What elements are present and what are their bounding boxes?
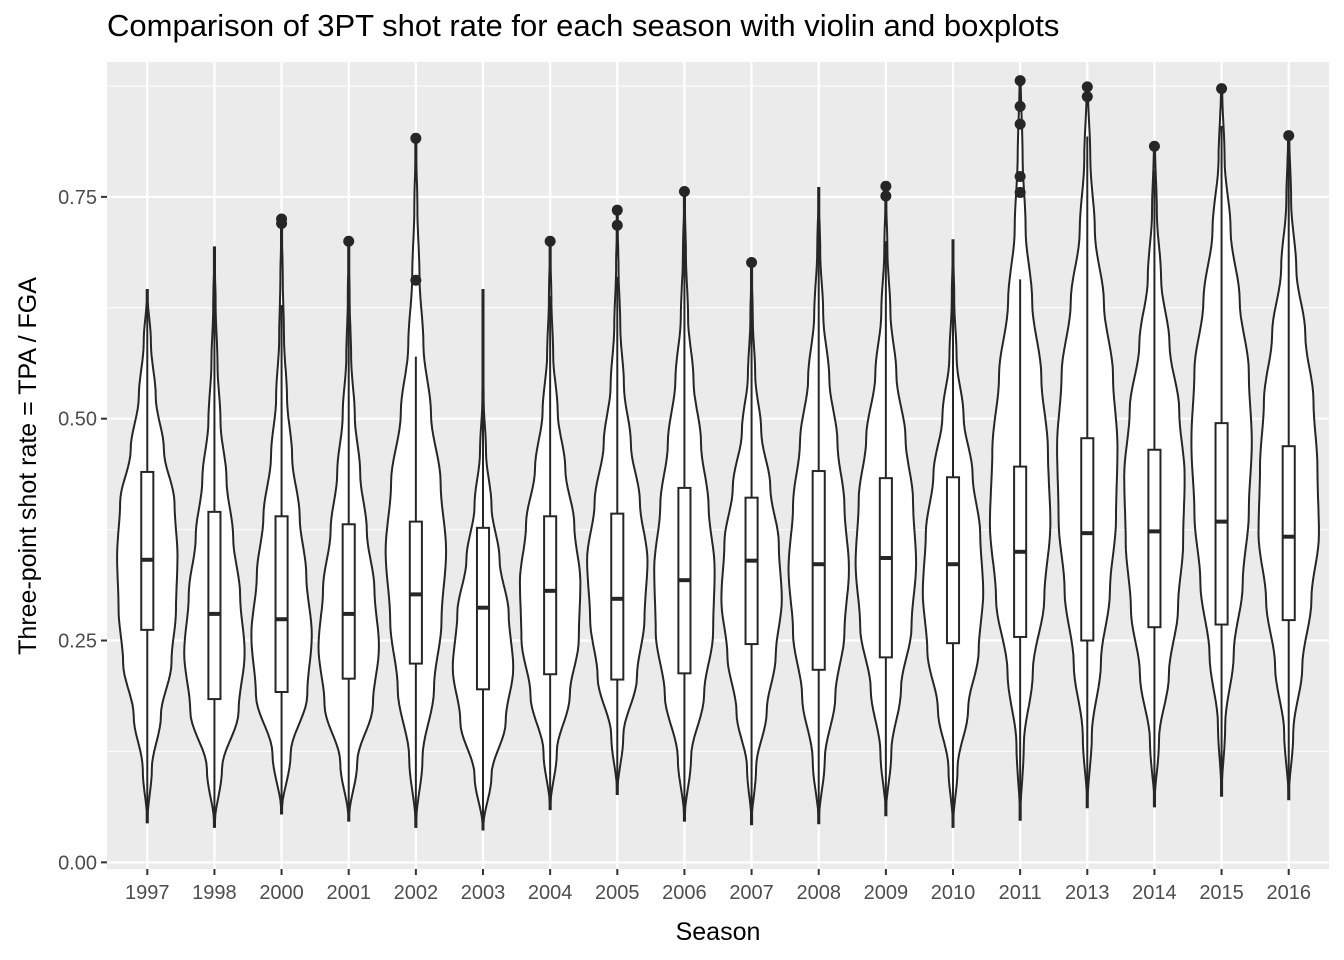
- x-tick-label: 2008: [796, 882, 841, 904]
- x-tick-label: 2015: [1199, 882, 1244, 904]
- boxplot-2010: [945, 240, 961, 827]
- box: [1080, 437, 1095, 642]
- outlier-point: [1014, 100, 1026, 112]
- x-tick-label: 2016: [1266, 882, 1311, 904]
- outlier-point: [1081, 81, 1093, 93]
- x-tick-label: 2005: [595, 882, 640, 904]
- outlier-point: [611, 204, 623, 216]
- box: [207, 510, 222, 701]
- chart-title: Comparison of 3PT shot rate for each sea…: [107, 8, 1060, 43]
- box: [945, 476, 961, 645]
- box: [543, 515, 558, 676]
- outlier-point: [276, 213, 288, 225]
- x-tick-label: 2006: [662, 882, 707, 904]
- outliers: [276, 75, 1295, 286]
- outlier-point: [343, 235, 355, 247]
- x-axis: 1997 1998 2000 2001 2002 2003 2004 2005 2006 2007…: [125, 869, 1311, 904]
- outlier-point: [880, 190, 892, 202]
- y-tick-label: 0.25: [58, 631, 97, 653]
- outlier-point: [1283, 130, 1295, 142]
- x-tick-label: 2000: [259, 882, 304, 904]
- box: [140, 470, 155, 631]
- box: [811, 470, 826, 671]
- box: [610, 512, 625, 681]
- x-tick-label: 2001: [326, 882, 371, 904]
- boxplot-1997: [140, 290, 155, 823]
- y-axis: 0.00 0.25 0.50 0.75: [58, 187, 107, 874]
- boxplots: [140, 125, 1296, 830]
- outlier-point: [1014, 75, 1026, 87]
- boxplot-2002: [408, 356, 423, 827]
- outlier-point: [880, 180, 892, 192]
- boxplot-2009: [878, 241, 893, 816]
- outlier-point: [1081, 91, 1093, 103]
- x-tick-label: 1998: [192, 882, 237, 904]
- outlier-point: [611, 219, 623, 231]
- outlier-point: [410, 132, 422, 144]
- box: [1214, 422, 1229, 626]
- boxplot-2008: [811, 187, 826, 824]
- boxplot-2011: [1013, 279, 1028, 820]
- outlier-point: [1216, 83, 1228, 95]
- boxplot-2016: [1281, 152, 1296, 800]
- outlier-point: [1148, 140, 1160, 152]
- boxplot-2004: [543, 296, 558, 810]
- boxplot-2007: [744, 285, 759, 825]
- boxplot-2006: [677, 191, 692, 821]
- boxplot-2013: [1080, 136, 1095, 808]
- x-tick-label: 2011: [999, 882, 1042, 904]
- boxplot-2000: [274, 305, 289, 814]
- box: [1147, 448, 1162, 629]
- boxplot-2005: [610, 276, 625, 795]
- x-tick-label: 2014: [1132, 882, 1177, 904]
- boxplot-2015: [1214, 125, 1229, 796]
- y-axis-title: Three-point shot rate = TPA / FGA: [14, 277, 42, 655]
- outlier-point: [410, 274, 422, 286]
- outlier-point: [1014, 118, 1026, 130]
- box: [274, 515, 289, 693]
- x-axis-title: Season: [676, 918, 761, 946]
- x-tick-label: 2004: [528, 882, 573, 904]
- x-tick-label: 2007: [729, 882, 774, 904]
- x-tick-label: 2003: [461, 882, 506, 904]
- box: [1281, 445, 1296, 622]
- y-tick-label: 0.00: [58, 852, 97, 874]
- box: [878, 477, 893, 659]
- y-tick-label: 0.50: [58, 409, 97, 431]
- outlier-point: [544, 235, 556, 247]
- x-tick-label: 2009: [864, 882, 909, 904]
- outlier-point: [746, 257, 758, 269]
- boxplot-1998: [207, 247, 222, 827]
- box: [341, 523, 356, 680]
- boxplot-2003: [475, 290, 491, 830]
- outlier-point: [1014, 170, 1026, 182]
- x-tick-label: 2010: [931, 882, 976, 904]
- box: [744, 496, 759, 646]
- boxplot-2014: [1147, 170, 1162, 807]
- x-tick-label: 1997: [125, 882, 170, 904]
- x-tick-label: 2013: [1065, 882, 1110, 904]
- outlier-point: [678, 186, 690, 198]
- y-tick-label: 0.75: [58, 187, 97, 209]
- boxplot-2001: [341, 303, 356, 821]
- outlier-point: [1014, 186, 1026, 198]
- x-tick-label: 2002: [394, 882, 439, 904]
